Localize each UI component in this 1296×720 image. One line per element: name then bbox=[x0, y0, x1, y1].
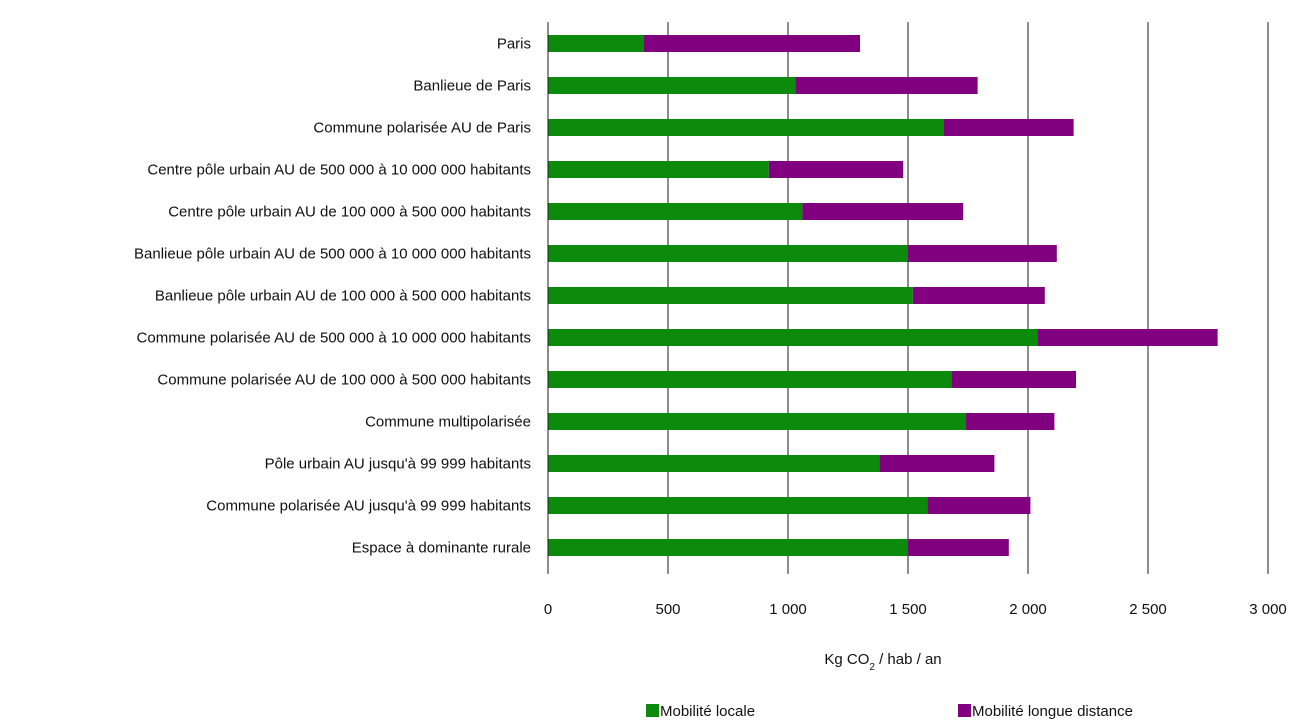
x-tick-labels: 0 500 1 000 1 500 2 000 2 500 3 000 bbox=[544, 601, 1287, 618]
category-label: Centre pôle urbain AU de 100 000 à 500 0… bbox=[168, 204, 531, 221]
x-tick-label: 1 500 bbox=[889, 601, 927, 618]
bar-segment-mobilite-locale bbox=[548, 497, 928, 514]
bar-segment-mobilite-longue-distance bbox=[908, 539, 1009, 556]
bar-segment-mobilite-longue-distance bbox=[927, 497, 1031, 514]
bar-segment-mobilite-locale bbox=[548, 35, 644, 52]
x-axis-title: Kg CO2 / hab / an bbox=[824, 651, 941, 673]
legend-swatch bbox=[646, 704, 659, 717]
bar-segment-mobilite-locale bbox=[548, 245, 908, 262]
bar-segment-mobilite-locale bbox=[548, 455, 880, 472]
legend-swatch bbox=[958, 704, 971, 717]
legend: Mobilité locale Mobilité longue distance bbox=[646, 703, 1133, 720]
bar-segment-mobilite-locale bbox=[548, 539, 908, 556]
bar-segment-mobilite-locale bbox=[548, 413, 966, 430]
bar-segment-mobilite-longue-distance bbox=[1037, 329, 1218, 346]
category-label: Banlieue pôle urbain AU de 500 000 à 10 … bbox=[134, 246, 531, 263]
x-axis-title-subscript: 2 bbox=[869, 662, 875, 673]
category-label: Commune multipolarisée bbox=[365, 414, 531, 431]
bar-segment-mobilite-locale bbox=[548, 119, 944, 136]
bar-segment-mobilite-longue-distance bbox=[768, 161, 904, 178]
bar-segment-mobilite-longue-distance bbox=[908, 245, 1057, 262]
category-label: Espace à dominante rurale bbox=[352, 540, 531, 557]
bar-segment-mobilite-longue-distance bbox=[912, 287, 1045, 304]
bar-segment-mobilite-locale bbox=[548, 371, 952, 388]
legend-label: Mobilité locale bbox=[660, 703, 755, 720]
category-label: Banlieue pôle urbain AU de 100 000 à 500… bbox=[155, 288, 531, 305]
x-axis-title-suffix: / hab / an bbox=[875, 651, 942, 668]
bar-segment-mobilite-longue-distance bbox=[802, 203, 964, 220]
category-label: Banlieue de Paris bbox=[413, 78, 531, 95]
bar-segment-mobilite-locale bbox=[548, 161, 769, 178]
x-tick-label: 500 bbox=[655, 601, 680, 618]
legend-label: Mobilité longue distance bbox=[972, 703, 1133, 720]
x-tick-label: 1 000 bbox=[769, 601, 807, 618]
bar-segment-mobilite-locale bbox=[548, 203, 803, 220]
category-label: Commune polarisée AU de Paris bbox=[313, 120, 531, 137]
category-labels: Paris Banlieue de Paris Commune polarisée … bbox=[134, 36, 531, 557]
x-tick-label: 0 bbox=[544, 601, 552, 618]
bars bbox=[548, 35, 1218, 556]
x-axis-title-prefix: Kg CO bbox=[824, 651, 869, 668]
bar-segment-mobilite-longue-distance bbox=[965, 413, 1055, 430]
bar-segment-mobilite-longue-distance bbox=[951, 371, 1076, 388]
bar-segment-mobilite-longue-distance bbox=[944, 119, 1074, 136]
category-label: Centre pôle urbain AU de 500 000 à 10 00… bbox=[147, 162, 531, 179]
bar-segment-mobilite-locale bbox=[548, 77, 796, 94]
category-label: Commune polarisée AU jusqu'à 99 999 habi… bbox=[206, 498, 531, 515]
bar-segment-mobilite-locale bbox=[548, 287, 913, 304]
bar-segment-mobilite-locale bbox=[548, 329, 1038, 346]
x-tick-label: 3 000 bbox=[1249, 601, 1287, 618]
x-tick-label: 2 000 bbox=[1009, 601, 1047, 618]
bar-segment-mobilite-longue-distance bbox=[644, 35, 860, 52]
category-label: Pôle urbain AU jusqu'à 99 999 habitants bbox=[265, 456, 531, 473]
category-label: Commune polarisée AU de 100 000 à 500 00… bbox=[157, 372, 531, 389]
bar-segment-mobilite-longue-distance bbox=[795, 77, 978, 94]
category-label: Commune polarisée AU de 500 000 à 10 000… bbox=[137, 330, 531, 347]
category-label: Paris bbox=[497, 36, 531, 53]
x-tick-label: 2 500 bbox=[1129, 601, 1167, 618]
bar-segment-mobilite-longue-distance bbox=[879, 455, 995, 472]
